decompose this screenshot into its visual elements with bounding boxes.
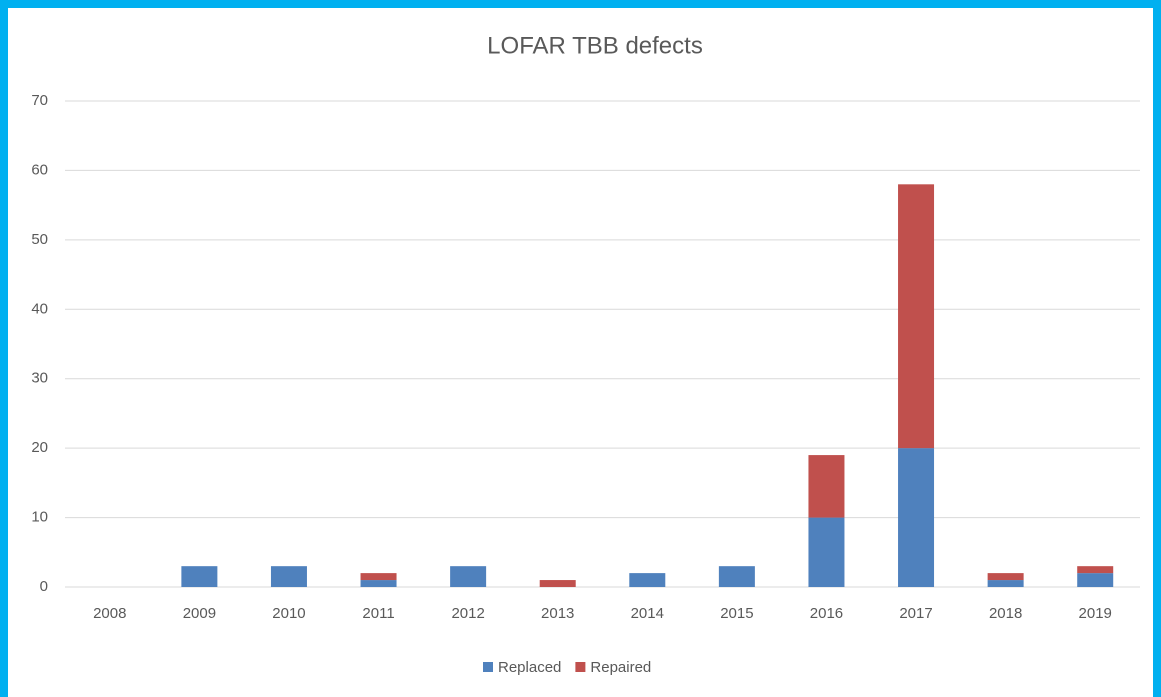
y-tick-label: 30: [31, 370, 48, 387]
legend-swatch: [483, 662, 493, 672]
bar-segment: [1077, 566, 1114, 574]
legend-label: Repaired: [590, 659, 651, 676]
bar-segment: [181, 566, 218, 587]
chart-title: LOFAR TBB defects: [487, 32, 703, 59]
bar-segment: [539, 580, 576, 587]
x-tick-label: 2010: [272, 605, 305, 622]
x-tick-label: 2011: [362, 605, 394, 622]
y-tick-label: 70: [31, 92, 48, 109]
x-tick-label: 2008: [93, 605, 126, 622]
legend-swatch: [575, 662, 586, 672]
y-tick-label: 50: [31, 231, 48, 248]
bar-segment: [360, 573, 397, 581]
bar-segment: [898, 448, 935, 587]
bar-segment: [1077, 573, 1114, 587]
y-tick-label: 10: [31, 509, 48, 526]
bar-segment: [987, 573, 1024, 581]
x-tick-label: 2013: [541, 605, 574, 622]
x-tick-label: 2019: [1079, 605, 1112, 622]
legend-label: Replaced: [498, 659, 561, 676]
y-tick-label: 0: [40, 578, 48, 595]
x-tick-label: 2018: [989, 605, 1022, 622]
y-tick-label: 20: [31, 439, 48, 456]
x-tick-label: 2017: [899, 605, 932, 622]
x-tick-label: 2014: [631, 605, 664, 622]
bar-segment: [718, 566, 755, 587]
bar-segment: [629, 573, 666, 587]
x-tick-label: 2015: [720, 605, 753, 622]
x-tick-label: 2016: [810, 605, 843, 622]
bar-segment: [808, 517, 845, 587]
bar-segment: [808, 455, 845, 518]
bar-segment: [450, 566, 487, 587]
bar-segment: [270, 566, 307, 587]
bar-segment: [360, 580, 397, 587]
y-tick-label: 40: [31, 300, 48, 317]
bar-segment: [898, 184, 935, 449]
x-tick-label: 2012: [451, 605, 484, 622]
y-tick-label: 60: [31, 161, 48, 178]
x-tick-label: 2009: [183, 605, 216, 622]
chart-background: [8, 8, 1153, 697]
bar-segment: [987, 580, 1024, 587]
